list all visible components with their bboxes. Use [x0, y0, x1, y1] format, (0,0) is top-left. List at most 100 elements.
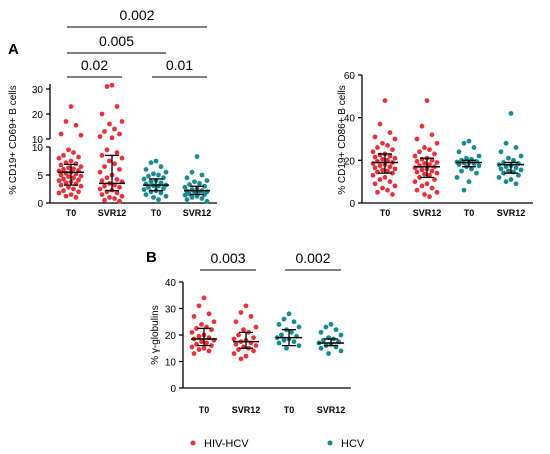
data-point	[454, 175, 460, 180]
data-point	[414, 187, 420, 193]
data-point	[199, 322, 204, 327]
data-point	[97, 186, 103, 192]
data-point	[372, 181, 378, 187]
y-axis-label: % CD19+ CD86+ B cells	[337, 85, 348, 195]
x-tick-label: SVR12	[317, 405, 346, 415]
data-point	[422, 171, 427, 177]
data-point	[469, 166, 474, 172]
data-point	[78, 183, 84, 189]
y-tick-label: 40	[165, 278, 177, 289]
data-point	[194, 154, 200, 159]
data-point	[104, 84, 110, 89]
chart-A-right: 0 20 40 60 % CD19+ CD86+ B cells T0 SVR12 T0 SVR…	[337, 71, 533, 218]
data-point	[68, 104, 74, 109]
data-point	[114, 104, 120, 109]
y-axis-label: % γ-globulins	[150, 305, 161, 364]
data-point	[518, 153, 524, 159]
data-point	[204, 178, 210, 184]
data-point	[338, 348, 344, 354]
data-point	[114, 177, 120, 182]
data-point	[119, 155, 125, 161]
data-point	[114, 190, 120, 196]
panel-label: B	[146, 249, 157, 266]
data-point	[202, 192, 207, 198]
data-point	[424, 98, 430, 103]
data-point	[385, 168, 390, 174]
data-point	[318, 329, 324, 335]
data-point	[506, 155, 511, 161]
y-axis-label: % CD19+ CD69+ B cells	[8, 85, 19, 195]
data-point	[466, 179, 472, 185]
data-point	[233, 341, 239, 347]
data-point	[194, 325, 199, 331]
data-point	[153, 158, 159, 164]
data-point	[281, 337, 287, 343]
data-point	[66, 147, 71, 153]
data-point	[204, 198, 210, 204]
data-point	[99, 111, 105, 117]
data-point	[392, 155, 398, 161]
data-point	[501, 160, 506, 165]
data-point	[66, 165, 71, 171]
data-point	[419, 123, 425, 129]
data-point	[58, 172, 64, 178]
data-point	[71, 166, 76, 172]
data-point	[191, 351, 197, 356]
data-point	[248, 314, 254, 319]
data-point	[459, 168, 464, 174]
data-point	[387, 179, 393, 185]
legend: HIV-HCV HCV	[190, 438, 365, 450]
data-point	[238, 310, 244, 315]
data-point	[206, 311, 212, 317]
data-point	[61, 188, 66, 194]
data-point	[474, 170, 479, 176]
data-point	[117, 184, 122, 190]
data-point	[243, 353, 249, 359]
data-point	[328, 322, 334, 327]
legend-label: HIV-HCV	[204, 438, 249, 450]
data-point	[390, 192, 395, 197]
data-point	[61, 167, 66, 172]
data-point	[189, 169, 195, 175]
data-point	[377, 121, 383, 127]
data-point	[63, 180, 69, 186]
data-point	[518, 167, 524, 173]
data-point	[427, 194, 432, 200]
p-value-label: 0.002	[119, 7, 154, 23]
y-tick-label: 5	[37, 171, 43, 182]
data-point	[76, 189, 81, 195]
data-point	[375, 189, 380, 195]
data-point	[61, 153, 66, 158]
data-point	[276, 340, 282, 346]
data-point	[209, 343, 214, 348]
data-point	[156, 172, 161, 178]
data-point	[471, 145, 477, 150]
data-point	[102, 183, 107, 189]
data-point	[286, 311, 292, 317]
legend-marker	[190, 440, 196, 446]
data-point	[141, 187, 147, 192]
x-tick-label: T0	[380, 208, 391, 218]
data-point	[392, 136, 398, 142]
data-point	[422, 161, 427, 166]
data-point	[380, 156, 385, 162]
data-point	[251, 335, 256, 341]
x-tick-label: T0	[66, 208, 77, 218]
data-point	[387, 164, 393, 170]
data-point	[281, 316, 287, 322]
data-point	[63, 119, 69, 124]
data-point	[380, 185, 385, 191]
data-point	[119, 193, 125, 199]
data-point	[191, 314, 197, 319]
data-point	[231, 336, 237, 342]
data-point	[58, 162, 64, 168]
x-tick-label: T0	[284, 405, 295, 415]
data-point	[107, 121, 112, 127]
data-point	[211, 319, 217, 325]
data-point	[158, 180, 164, 186]
data-point	[253, 343, 259, 348]
y-tick-label: 30	[32, 85, 44, 96]
x-tick-label: SVR12	[497, 208, 526, 218]
y-tick-label: 0	[170, 384, 176, 395]
data-point	[424, 181, 430, 187]
